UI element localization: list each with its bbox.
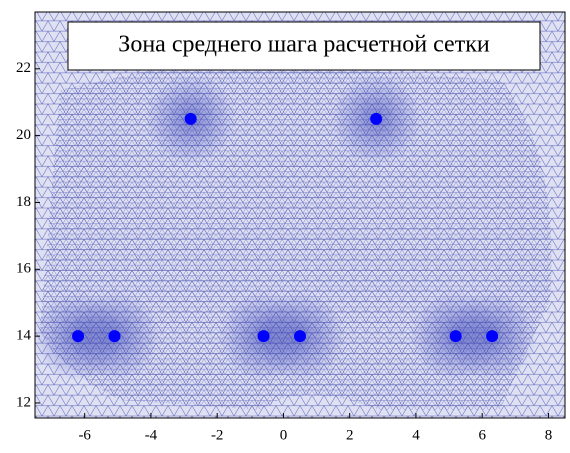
point xyxy=(185,113,197,125)
y-tick-label: 22 xyxy=(16,60,31,76)
y-tick-label: 16 xyxy=(16,261,32,277)
x-tick-label: 0 xyxy=(280,427,288,443)
x-tick-label: -6 xyxy=(78,427,91,443)
point xyxy=(370,113,382,125)
x-tick-label: 2 xyxy=(346,427,354,443)
chart-title: Зона среднего шага расчетной сетки xyxy=(118,32,490,58)
point xyxy=(486,330,498,342)
point xyxy=(109,330,121,342)
x-tick-label: 6 xyxy=(478,427,486,443)
y-tick-label: 12 xyxy=(16,394,31,410)
chart: -6 -4 -2 0 2 4 6 8 12 14 16 18 20 22 Зона среднего шаг… xyxy=(0,0,570,448)
y-tick-label: 20 xyxy=(16,127,31,143)
point xyxy=(450,330,462,342)
point xyxy=(72,330,84,342)
x-tick-label: 4 xyxy=(412,427,420,443)
x-tick-label: 8 xyxy=(545,427,553,443)
point xyxy=(258,330,270,342)
point xyxy=(294,330,306,342)
y-tick-label: 18 xyxy=(16,194,31,210)
x-tick-label: -4 xyxy=(145,427,158,443)
x-tick-label: -2 xyxy=(211,427,224,443)
y-tick-label: 14 xyxy=(16,328,32,344)
